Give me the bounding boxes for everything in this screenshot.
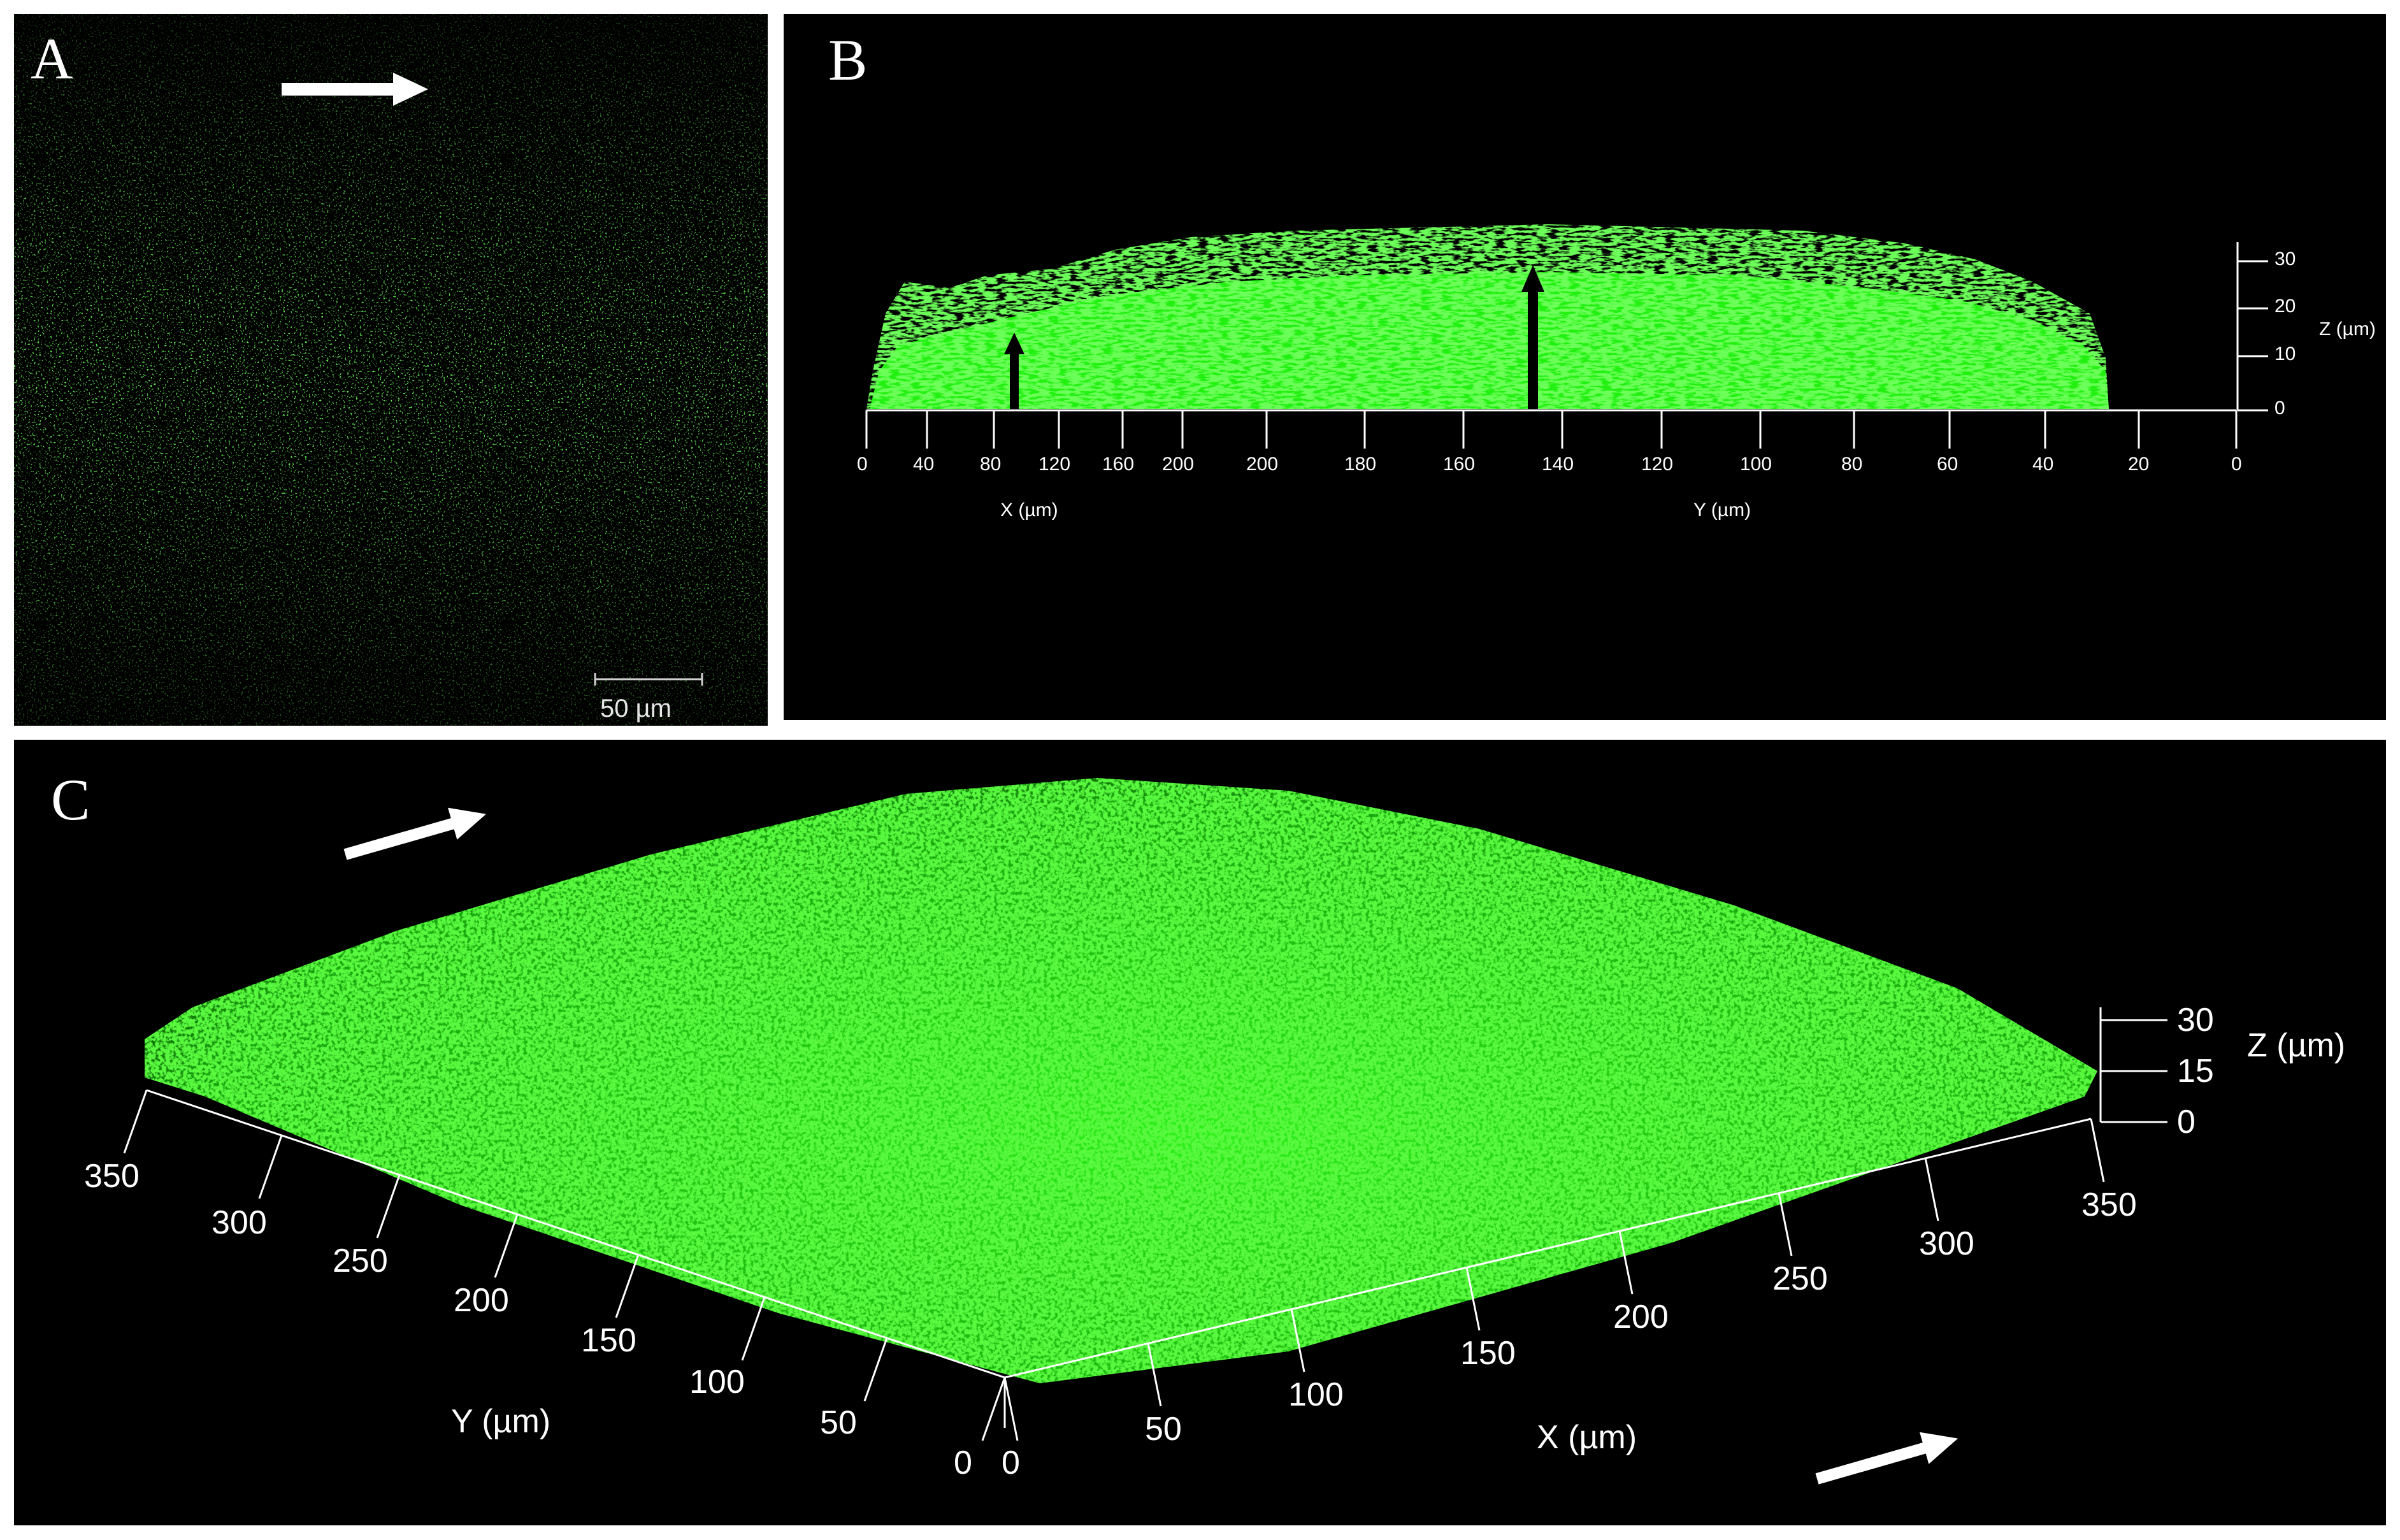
z-tick-label: 20 bbox=[2274, 296, 2296, 317]
z-axis bbox=[2236, 242, 2268, 412]
y-tick-label: 160 bbox=[1443, 454, 1476, 475]
y-tick-label: 60 bbox=[1937, 454, 1958, 475]
x-tick-label: 200 bbox=[1613, 1299, 1669, 1335]
y-tick-label: 300 bbox=[212, 1204, 267, 1241]
panel-c-image bbox=[123, 778, 2167, 1485]
scale-bar-label: 50 µm bbox=[600, 694, 672, 723]
up-arrow-icon bbox=[1521, 265, 1544, 422]
panel-b-image bbox=[865, 224, 2268, 449]
3d-axes bbox=[123, 1007, 2167, 1441]
z-tick-label: 0 bbox=[2274, 398, 2285, 419]
y-tick-label: 250 bbox=[333, 1242, 388, 1279]
up-arrow-icon bbox=[2117, 340, 2138, 422]
x-tick-label: 0 bbox=[857, 454, 868, 475]
horizontal-axis bbox=[865, 409, 2238, 449]
x-tick-label: 50 bbox=[1145, 1411, 1182, 1448]
right-arrow-icon bbox=[1815, 1432, 1958, 1485]
x-tick-label: 40 bbox=[913, 454, 935, 475]
y-tick-label: 40 bbox=[2032, 454, 2054, 475]
x-tick-label: 300 bbox=[1919, 1225, 1974, 1262]
x-tick-label: 160 bbox=[1102, 454, 1135, 475]
z-tick-label: 30 bbox=[2177, 1002, 2214, 1039]
x-tick-label: 80 bbox=[980, 454, 1002, 475]
y-tick-label: 20 bbox=[2128, 454, 2150, 475]
right-arrow-icon bbox=[282, 73, 428, 106]
y-tick-label: 350 bbox=[84, 1158, 140, 1195]
x-axis-title: X (µm) bbox=[1537, 1419, 1637, 1456]
y-tick-label: 200 bbox=[1246, 454, 1279, 475]
x-tick-label: 200 bbox=[1162, 454, 1195, 475]
panel-a-image bbox=[14, 14, 768, 726]
z-axis-title: Z (µm) bbox=[2319, 319, 2376, 340]
scale-bar bbox=[594, 673, 703, 686]
panel-b-side-profile: B 0 40 80 120 160 200 200 180 160 140 12… bbox=[784, 14, 2386, 720]
y-tick-label: 180 bbox=[1344, 454, 1377, 475]
y-axis-title: Y (µm) bbox=[1693, 500, 1751, 521]
y-tick-label: 200 bbox=[454, 1282, 509, 1319]
x-tick-label: 350 bbox=[2081, 1186, 2137, 1223]
biofilm-profile-edge bbox=[866, 224, 2109, 409]
x-tick-label: 0 bbox=[1002, 1444, 1020, 1481]
up-arrow-icon bbox=[1004, 333, 1024, 421]
z-tick-label: 10 bbox=[2274, 343, 2296, 364]
x-tick-label: 120 bbox=[1038, 454, 1071, 475]
z-tick-label: 15 bbox=[2177, 1053, 2214, 1090]
panel-letter-b: B bbox=[828, 27, 868, 92]
panel-letter-a: A bbox=[31, 26, 73, 91]
x-tick-label: 150 bbox=[1460, 1335, 1516, 1372]
z-axis-title: Z (µm) bbox=[2247, 1027, 2346, 1064]
x-tick-label: 100 bbox=[1288, 1376, 1344, 1413]
x-tick-label: 250 bbox=[1772, 1260, 1828, 1297]
z-tick-label: 0 bbox=[2177, 1104, 2195, 1141]
y-tick-label: 140 bbox=[1542, 454, 1574, 475]
y-tick-label: 50 bbox=[820, 1404, 857, 1441]
y-tick-label: 0 bbox=[954, 1444, 972, 1481]
panel-a-confocal-top-view: A 50 µm bbox=[14, 14, 768, 726]
y-tick-label: 80 bbox=[1841, 454, 1863, 475]
panel-letter-c: C bbox=[51, 767, 90, 832]
right-arrow-icon bbox=[343, 807, 487, 860]
y-tick-label: 150 bbox=[581, 1322, 636, 1359]
y-axis-title: Y (µm) bbox=[451, 1403, 551, 1440]
y-tick-label: 100 bbox=[1740, 454, 1772, 475]
y-tick-label: 120 bbox=[1641, 454, 1674, 475]
panel-c-3d-reconstruction: C 0 50 100 150 200 250 300 350 Y (µm) 0 … bbox=[14, 740, 2386, 1525]
x-axis-title: X (µm) bbox=[1000, 500, 1058, 521]
y-tick-label: 100 bbox=[689, 1364, 745, 1400]
y-tick-label: 0 bbox=[2231, 454, 2242, 475]
z-tick-label: 30 bbox=[2274, 248, 2296, 270]
